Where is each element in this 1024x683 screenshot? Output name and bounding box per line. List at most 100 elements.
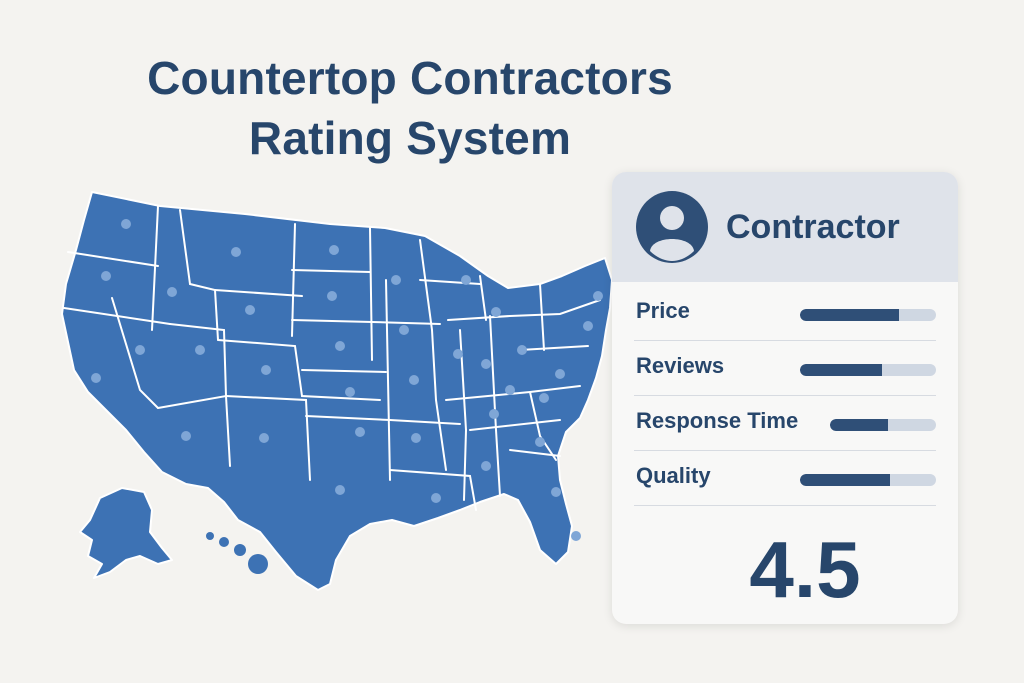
state-dot [245,305,255,315]
alaska [79,487,173,579]
metric-label: Response Time [636,408,799,433]
alaska-shape [79,487,173,579]
state-border [371,321,441,325]
contractor-rating-card: Contractor Price Reviews Response Time Q… [612,172,958,624]
state-border [169,323,227,397]
metric-row-quality: Quality [634,451,936,506]
state-dots [91,219,603,541]
state-border [214,289,303,297]
state-border [291,223,296,337]
state-dot [121,219,131,229]
state-border [385,279,391,481]
state-dot [517,345,527,355]
hawaii-island [248,554,268,574]
state-border [301,369,387,373]
metric-label: Price [636,298,690,323]
metric-bar-fill [830,419,889,431]
state-dot [261,365,271,375]
state-border [291,269,371,273]
mainland-us [61,191,613,591]
metric-row-response-time: Response Time [634,396,936,451]
state-dot [181,431,191,441]
state-dot [91,373,101,383]
state-border [479,275,487,321]
metric-row-reviews: Reviews [634,341,936,396]
metric-bar-fill [800,309,900,321]
metric-row-price: Price [634,286,936,341]
state-dot [583,321,593,331]
metric-bar-fill [800,364,882,376]
hawaii-island [206,532,214,540]
metric-bar-fill [800,474,890,486]
state-dot [135,345,145,355]
state-dot [259,433,269,443]
state-border [539,283,545,351]
state-border [389,469,477,511]
state-dot [481,359,491,369]
state-dot [409,375,419,385]
metric-bar [800,309,936,321]
state-dot [335,485,345,495]
state-dot [593,291,603,301]
card-title: Contractor [726,207,900,246]
state-border [419,279,481,285]
state-dot [391,275,401,285]
state-border [305,415,391,421]
state-dot [539,393,549,403]
hawaii-island [234,544,246,556]
state-border [529,391,557,461]
state-dot [505,385,515,395]
state-border [469,419,561,431]
state-dot [431,493,441,503]
state-border [369,227,373,361]
state-border [179,209,219,341]
state-border [509,299,601,317]
title-line-1: Countertop Contractors [147,52,673,104]
state-dot [555,369,565,379]
state-border [509,449,561,457]
state-dot [571,531,581,541]
card-header: Contractor [612,172,958,282]
mainland-shape [61,191,613,591]
metric-label: Quality [636,463,711,488]
state-dot [411,433,421,443]
user-avatar-icon [636,191,708,263]
metric-bar [800,364,936,376]
state-dot [453,349,463,359]
state-dot [345,387,355,397]
state-border [225,395,311,481]
state-border [111,297,159,409]
state-dot [335,341,345,351]
state-dot [489,409,499,419]
state-border [389,419,461,425]
state-border [151,205,159,331]
metric-label: Reviews [636,353,725,378]
state-border [291,319,373,323]
state-border [519,345,589,351]
state-border [459,329,468,501]
metric-bar [800,474,936,486]
overall-score: 4.5 [749,525,861,614]
page-title: Countertop Contractors Rating System [0,48,820,168]
metric-bar [830,419,936,431]
state-dot [231,247,241,257]
state-borders [63,205,601,511]
state-border [447,315,511,321]
state-dot [535,437,545,447]
state-border [217,339,381,401]
state-dot [327,291,337,301]
state-dot [329,245,339,255]
state-border [67,251,159,267]
state-dot [481,461,491,471]
state-dot [101,271,111,281]
state-border [419,239,447,471]
state-dot [355,427,365,437]
state-dot [551,487,561,497]
state-dot [491,307,501,317]
state-dot [167,287,177,297]
us-map [61,191,613,591]
state-border [489,315,501,497]
state-dot [195,345,205,355]
hawaii [206,532,268,574]
title-line-2: Rating System [248,112,572,164]
